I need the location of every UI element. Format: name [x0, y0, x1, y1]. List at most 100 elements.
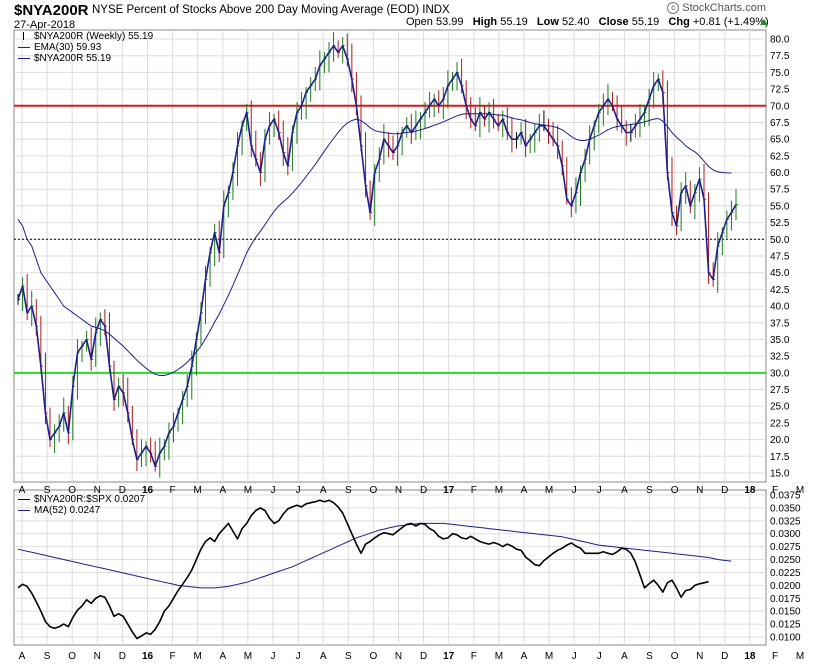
ratio-panel [13, 489, 767, 646]
x-tick-label: A [621, 485, 628, 496]
legend-price-label: $NYA200R (Weekly) 55.19 [34, 31, 154, 42]
copyright-icon: c [667, 2, 680, 14]
x-tick-label: M [545, 651, 553, 662]
x-tick-label: O [671, 651, 679, 662]
y-tick-label: 67.5 [770, 118, 790, 129]
x-tick-label: N [94, 651, 101, 662]
legend-item-ema: EMA(30) 59.93 [16, 42, 153, 53]
x-tick-label: 18 [744, 485, 756, 496]
x-tick-label: M [495, 651, 503, 662]
y-tick-label: 20.0 [770, 435, 790, 446]
x-tick-label: M [545, 485, 553, 496]
x-tick-label: D [721, 485, 728, 496]
y-tick-label: 30.0 [770, 368, 790, 379]
x-tick-label: N [395, 651, 402, 662]
bar-icon [18, 32, 30, 40]
high-value: 55.19 [500, 16, 528, 28]
x-tick-label: O [370, 485, 378, 496]
x-tick-label: A [219, 485, 226, 496]
x-tick-label: D [119, 485, 126, 496]
chg-value: +0.81 (+1.49%) [692, 16, 769, 28]
x-tick-label: S [345, 651, 352, 662]
y-tick-label: 0.0275 [770, 542, 801, 553]
watermark: c StockCharts.com [667, 2, 766, 14]
x-tick-label: 17 [443, 485, 455, 496]
x-tick-label: J [271, 485, 276, 496]
x-tick-label: F [772, 651, 778, 662]
y-tick-label: 77.5 [770, 51, 790, 62]
y-tick-label: 45.0 [770, 268, 790, 279]
x-tick-label: J [296, 651, 301, 662]
x-tick-label: A [19, 485, 26, 496]
y-tick-label: 0.0300 [770, 529, 801, 540]
x-tick-label: A [320, 651, 327, 662]
y-tick-label: 0.0325 [770, 516, 801, 527]
open-label: Open [406, 16, 433, 28]
x-tick-label: D [119, 651, 126, 662]
ema30-line [17, 113, 732, 376]
x-tick-label: N [696, 485, 703, 496]
x-tick-label: M [194, 651, 202, 662]
x-tick-label: N [94, 485, 101, 496]
y-tick-label: 52.5 [770, 218, 790, 229]
x-tick-label: A [19, 651, 26, 662]
x-tick-label: O [68, 651, 76, 662]
y-tick-label: 15.0 [770, 469, 790, 480]
line-swatch-icon [18, 510, 30, 511]
y-tick-label: 42.5 [770, 285, 790, 296]
x-tick-label: A [320, 485, 327, 496]
y-tick-label: 55.0 [770, 201, 790, 212]
legend-item-close: $NYA200R 55.19 [16, 53, 153, 64]
line-swatch-icon [18, 47, 30, 48]
close-value: 55.19 [631, 16, 660, 28]
x-tick-label: A [621, 651, 628, 662]
y-tick-label: 57.5 [770, 185, 790, 196]
y-tick-label: 0.0150 [770, 607, 801, 618]
y-tick-label: 0.0375 [770, 491, 801, 502]
y-tick-label: 32.5 [770, 352, 790, 363]
legend-ratio-label: $NYA200R:$SPX 0.0207 [34, 494, 146, 505]
chg-label: Chg [668, 16, 690, 28]
x-tick-label: J [597, 651, 602, 662]
line-swatch-icon [18, 58, 30, 59]
x-tick-label: J [572, 485, 577, 496]
bottom-legend: $NYA200R:$SPX 0.0207 MA(52) 0.0247 [16, 494, 145, 516]
legend-ema-label: EMA(30) 59.93 [34, 42, 102, 53]
y-tick-label: 65.0 [770, 135, 790, 146]
x-tick-label: J [271, 651, 276, 662]
legend-item-price: $NYA200R (Weekly) 55.19 [16, 31, 153, 42]
y-tick-label: 35.0 [770, 335, 790, 346]
y-tick-label: 17.5 [770, 452, 790, 463]
close-line [17, 44, 737, 468]
symbol-description: NYSE Percent of Stocks Above 200 Day Mov… [92, 4, 450, 16]
close-label: Close [598, 16, 629, 28]
legend-close-label: $NYA200R 55.19 [34, 53, 112, 64]
x-tick-label: F [170, 651, 176, 662]
y-tick-label: 0.0125 [770, 620, 801, 631]
x-tick-label: S [44, 485, 51, 496]
y-tick-label: 25.0 [770, 402, 790, 413]
x-tick-label: D [420, 485, 427, 496]
x-tick-label: M [796, 651, 804, 662]
high-label: High [472, 16, 498, 28]
line-swatch-icon [18, 499, 30, 500]
x-tick-label: F [772, 485, 778, 496]
x-tick-label: N [696, 651, 703, 662]
legend-item-ma: MA(52) 0.0247 [16, 505, 145, 516]
y-tick-label: 0.0200 [770, 581, 801, 592]
x-tick-label: O [671, 485, 679, 496]
x-tick-label: O [68, 485, 76, 496]
y-tick-label: 0.0175 [770, 594, 801, 605]
low-value: 52.40 [561, 16, 590, 28]
up-triangle-icon [760, 19, 768, 25]
x-tick-label: 17 [443, 651, 455, 662]
symbol-title: $NYA200R [14, 2, 89, 19]
x-tick-label: D [420, 651, 427, 662]
y-tick-label: 60.0 [770, 168, 790, 179]
open-value: 53.99 [435, 16, 464, 28]
x-tick-label: M [194, 485, 202, 496]
ratio-line [17, 499, 709, 640]
y-tick-label: 0.0225 [770, 568, 801, 579]
x-tick-label: M [495, 485, 503, 496]
